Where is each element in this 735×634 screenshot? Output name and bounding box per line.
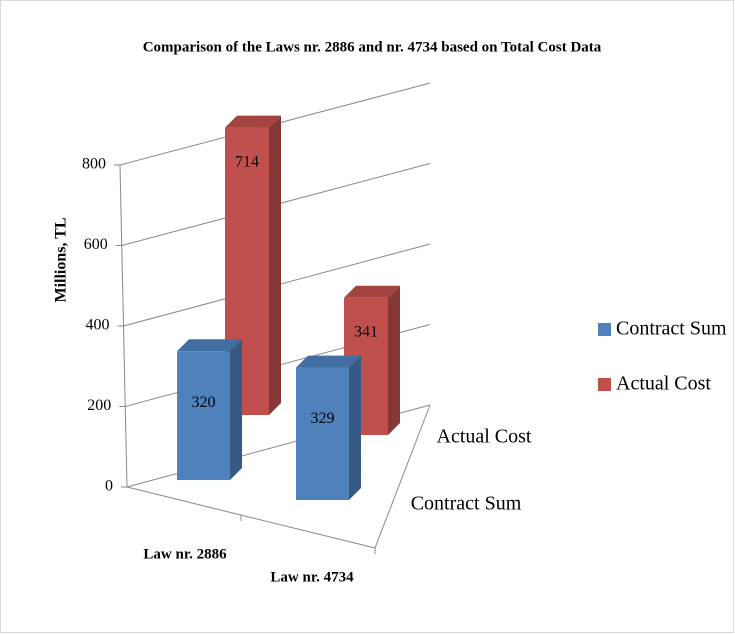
bar-side	[388, 285, 400, 435]
value-label: 341	[354, 323, 378, 340]
depth-tick-label: Contract Sum	[411, 493, 522, 515]
depth-tick-label: Actual Cost	[437, 426, 532, 448]
y-tick-label: 0	[105, 478, 113, 495]
value-label: 714	[235, 153, 259, 170]
bar-side	[230, 339, 242, 480]
y-tick-label: 400	[86, 317, 110, 334]
bar	[296, 367, 349, 500]
y-tick-label: 800	[82, 156, 106, 173]
x-tick-label: Law nr. 4734	[270, 569, 354, 585]
legend-label: Actual Cost	[616, 373, 711, 395]
value-label: 320	[192, 394, 216, 411]
legend-swatch	[598, 378, 611, 391]
chart-title: Comparison of the Laws nr. 2886 and nr. …	[143, 39, 602, 55]
bar-top	[225, 115, 281, 128]
y-axis-label: Millions, TL	[53, 217, 70, 302]
floor-front-edge	[126, 486, 376, 549]
floor-right-edge	[374, 404, 431, 549]
bar-side	[349, 355, 361, 500]
y-tick-label: 600	[84, 236, 108, 253]
bar-top	[344, 285, 400, 298]
legend-swatch	[598, 323, 611, 336]
x-tick-label: Law nr. 2886	[143, 546, 227, 562]
y-tick-label: 200	[87, 397, 111, 414]
bar	[177, 351, 230, 480]
bar-top	[296, 355, 361, 368]
legend-label: Contract Sum	[616, 318, 727, 340]
value-label: 329	[311, 410, 335, 427]
bar-top	[177, 339, 242, 352]
bar-side	[269, 115, 281, 416]
